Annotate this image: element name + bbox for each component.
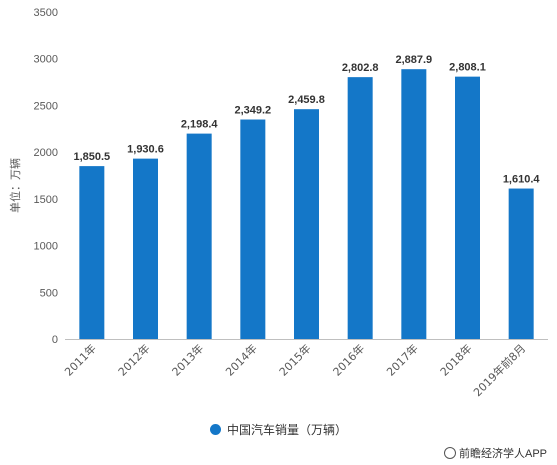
y-tick-label: 3500: [34, 7, 58, 19]
bar: [347, 77, 373, 339]
bar: [79, 166, 105, 339]
x-tick-label: 2019年前8月: [470, 341, 528, 399]
data-label: 2,887.9: [395, 54, 432, 66]
source-credit: 前瞻经济学人APP: [443, 445, 547, 461]
legend-label: 中国汽车销量（万辆）: [226, 423, 347, 437]
x-tick-label: 2017年: [383, 341, 420, 378]
data-label: 2,198.4: [181, 119, 219, 131]
data-label: 2,802.8: [342, 62, 379, 74]
data-label: 2,459.8: [288, 94, 325, 106]
x-tick-label: 2014年: [222, 341, 259, 378]
data-label: 1,610.4: [503, 174, 541, 186]
bar: [240, 119, 266, 339]
bar: [186, 133, 212, 339]
source-text: 前瞻经济学人APP: [458, 448, 547, 460]
x-tick-label: 2015年: [276, 341, 313, 378]
bar: [455, 76, 480, 340]
bar: [133, 158, 158, 339]
qianzhan-logo-icon: [443, 447, 456, 459]
bar: [508, 188, 534, 339]
y-tick-label: 1500: [34, 194, 58, 206]
y-tick-label: 1000: [34, 241, 58, 253]
y-tick-label: 2500: [34, 100, 58, 112]
data-label: 1,930.6: [127, 144, 164, 156]
x-tick-label: 2016年: [330, 341, 367, 378]
y-tick-label: 500: [40, 287, 58, 299]
x-tick-label: 2012年: [115, 341, 152, 378]
y-axis-label: 单位：万辆: [8, 158, 22, 213]
legend-marker: [209, 424, 221, 435]
data-label: 2,808.1: [449, 62, 486, 74]
y-tick-label: 3000: [34, 54, 58, 66]
y-tick-label: 2000: [34, 147, 58, 159]
legend: 中国汽车销量（万辆）: [0, 421, 557, 438]
data-label: 2,349.2: [234, 105, 271, 117]
x-tick-label: 2013年: [169, 341, 206, 378]
data-label: 1,850.5: [73, 151, 110, 163]
bar: [294, 109, 319, 339]
bar: [401, 69, 427, 340]
x-tick-label: 2011年: [61, 341, 98, 378]
y-tick-label: 0: [52, 334, 58, 346]
x-tick-label: 2018年: [437, 341, 474, 378]
